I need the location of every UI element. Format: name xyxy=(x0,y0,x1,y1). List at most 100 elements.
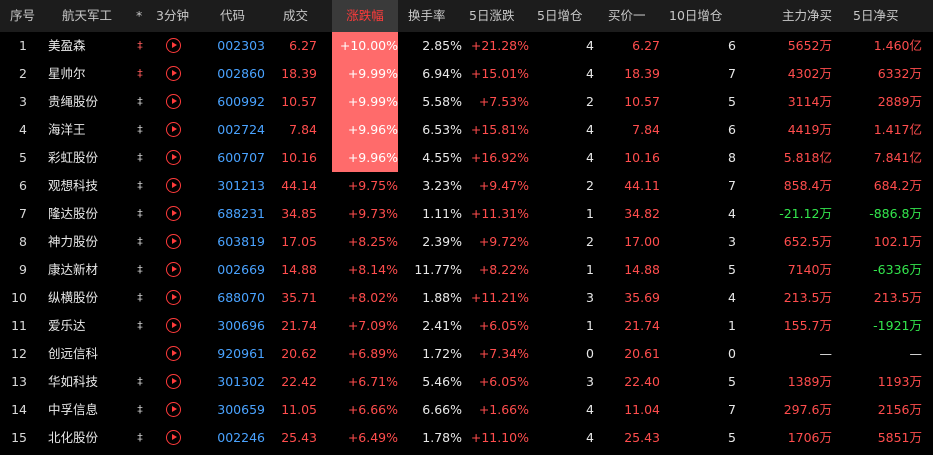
last-price: 7.84 xyxy=(289,122,317,137)
bid-price-1: 21.74 xyxy=(624,318,660,333)
table-row[interactable]: 4 海洋王 ‡ 002724 7.84 +9.96% 6.53% +15.81% 4 7.84 6 4… xyxy=(0,116,933,144)
5d-position-days: 2 xyxy=(586,234,594,249)
play-chart-icon[interactable] xyxy=(166,38,181,53)
row-index: 7 xyxy=(19,206,27,221)
row-index: 11 xyxy=(11,318,27,333)
play-chart-icon[interactable] xyxy=(166,262,181,277)
5d-net-buy: 5851万 xyxy=(877,430,922,445)
bid-price-1: 18.39 xyxy=(624,66,660,81)
play-chart-icon[interactable] xyxy=(166,290,181,305)
table-row[interactable]: 1 美盈森 ‡ 002303 6.27 +10.00% 2.85% +21.28% 4 6.27 6… xyxy=(0,32,933,60)
row-index: 5 xyxy=(19,150,27,165)
table-row[interactable]: 10 纵横股份 ‡ 688070 35.71 +8.02% 1.88% +11.21% 3 35.… xyxy=(0,284,933,312)
bid-price-1: 11.04 xyxy=(624,402,660,417)
5d-change: +11.21% xyxy=(470,290,529,305)
header-main-net-buy[interactable]: 主力净买 xyxy=(782,8,833,23)
header-price[interactable]: 成交 xyxy=(283,8,309,23)
bid-price-1: 6.27 xyxy=(632,38,660,53)
margin-mark: ‡ xyxy=(137,39,143,52)
last-price: 34.85 xyxy=(281,206,317,221)
play-chart-icon[interactable] xyxy=(166,178,181,193)
stock-name: 纵横股份 xyxy=(48,290,99,305)
main-net-buy: 297.6万 xyxy=(783,402,832,417)
row-index: 12 xyxy=(11,346,27,361)
stock-code: 688070 xyxy=(217,290,265,305)
stock-code: 603819 xyxy=(217,234,265,249)
header-index[interactable]: 序号 xyxy=(10,8,36,23)
stock-name: 华如科技 xyxy=(48,374,99,389)
play-chart-icon[interactable] xyxy=(166,234,181,249)
10d-position-days: 7 xyxy=(728,178,736,193)
margin-mark: ‡ xyxy=(137,207,143,220)
5d-change: +7.53% xyxy=(478,94,529,109)
table-row[interactable]: 8 神力股份 ‡ 603819 17.05 +8.25% 2.39% +9.72% 2 17.00… xyxy=(0,228,933,256)
header-5d-net-buy[interactable]: 5日净买 xyxy=(853,8,899,23)
table-row[interactable]: 7 隆达股份 ‡ 688231 34.85 +9.73% 1.11% +11.31% 1 34.8… xyxy=(0,200,933,228)
stock-code: 600992 xyxy=(217,94,265,109)
table-row[interactable]: 5 彩虹股份 ‡ 600707 10.16 +9.96% 4.55% +16.92% 4 10.1… xyxy=(0,144,933,172)
stock-name: 神力股份 xyxy=(48,234,99,249)
header-5d-position[interactable]: 5日增仓 xyxy=(537,8,583,23)
turnover-rate: 1.72% xyxy=(422,346,462,361)
header-turnover[interactable]: 换手率 xyxy=(408,8,446,23)
last-price: 18.39 xyxy=(281,66,317,81)
play-chart-icon[interactable] xyxy=(166,122,181,137)
play-chart-icon[interactable] xyxy=(166,346,181,361)
table-row[interactable]: 15 北化股份 ‡ 002246 25.43 +6.49% 1.78% +11.10% 4 25.… xyxy=(0,424,933,452)
play-chart-icon[interactable] xyxy=(166,150,181,165)
play-chart-icon[interactable] xyxy=(166,318,181,333)
change-pct: +9.99% xyxy=(332,88,398,116)
header-bid1[interactable]: 买价一 xyxy=(608,8,646,23)
header-change-pct-sorted[interactable]: 涨跌幅 xyxy=(332,0,398,32)
table-row[interactable]: 3 贵绳股份 ‡ 600992 10.57 +9.99% 5.58% +7.53% 2 10.57… xyxy=(0,88,933,116)
header-5d-change[interactable]: 5日涨跌 xyxy=(469,8,515,23)
turnover-rate: 5.46% xyxy=(422,374,462,389)
row-index: 4 xyxy=(19,122,27,137)
stock-code: 301302 xyxy=(217,374,265,389)
play-chart-icon[interactable] xyxy=(166,66,181,81)
stock-name: 中孚信息 xyxy=(48,402,99,417)
header-10d-position[interactable]: 10日增仓 xyxy=(669,8,723,23)
row-index: 1 xyxy=(19,38,27,53)
play-chart-icon[interactable] xyxy=(166,374,181,389)
play-chart-icon[interactable] xyxy=(166,94,181,109)
main-net-buy: 4302万 xyxy=(787,66,832,81)
table-row[interactable]: 6 观想科技 ‡ 301213 44.14 +9.75% 3.23% +9.47% 2 44.11… xyxy=(0,172,933,200)
stock-name: 北化股份 xyxy=(48,430,99,445)
change-pct: +6.49% xyxy=(347,430,398,445)
play-chart-icon[interactable] xyxy=(166,206,181,221)
main-net-buy: — xyxy=(819,346,833,361)
stock-name: 康达新材 xyxy=(48,262,99,277)
change-pct: +8.25% xyxy=(347,234,398,249)
margin-mark: ‡ xyxy=(137,235,143,248)
5d-position-days: 1 xyxy=(586,318,594,333)
table-row[interactable]: 12 创远信科 920961 20.62 +6.89% 1.72% +7.34% 0 20.61… xyxy=(0,340,933,368)
table-row[interactable]: 2 星帅尔 ‡ 002860 18.39 +9.99% 6.94% +15.01% 4 18.39… xyxy=(0,60,933,88)
5d-change: +11.10% xyxy=(470,430,529,445)
5d-position-days: 4 xyxy=(586,38,594,53)
5d-net-buy: -886.8万 xyxy=(869,206,922,221)
header-code[interactable]: 代码 xyxy=(220,8,246,23)
header-mark[interactable]: * xyxy=(136,8,143,23)
5d-net-buy: 1.460亿 xyxy=(873,38,922,53)
table-row[interactable]: 9 康达新材 ‡ 002669 14.88 +8.14% 11.77% +8.22% 1 14.8… xyxy=(0,256,933,284)
stock-code: 002860 xyxy=(217,66,265,81)
turnover-rate: 1.88% xyxy=(422,290,462,305)
table-row[interactable]: 11 爱乐达 ‡ 300696 21.74 +7.09% 2.41% +6.05% 1 21.74… xyxy=(0,312,933,340)
stock-name: 彩虹股份 xyxy=(48,150,99,165)
10d-position-days: 1 xyxy=(728,318,736,333)
play-chart-icon[interactable] xyxy=(166,402,181,417)
5d-net-buy: -6336万 xyxy=(873,262,922,277)
margin-mark: ‡ xyxy=(137,95,143,108)
main-net-buy: -21.12万 xyxy=(779,206,832,221)
10d-position-days: 5 xyxy=(728,374,736,389)
play-chart-icon[interactable] xyxy=(166,430,181,445)
table-row[interactable]: 13 华如科技 ‡ 301302 22.42 +6.71% 5.46% +6.05% 3 22.4… xyxy=(0,368,933,396)
table-row[interactable]: 14 中孚信息 ‡ 300659 11.05 +6.66% 6.66% +1.66% 4 11.0… xyxy=(0,396,933,424)
bid-price-1: 20.61 xyxy=(624,346,660,361)
header-3min-change[interactable]: 3分钟 xyxy=(156,8,189,23)
bid-price-1: 34.82 xyxy=(624,206,660,221)
row-index: 6 xyxy=(19,178,27,193)
stock-code: 600707 xyxy=(217,150,265,165)
header-sector-name[interactable]: 航天军工 xyxy=(62,8,113,23)
